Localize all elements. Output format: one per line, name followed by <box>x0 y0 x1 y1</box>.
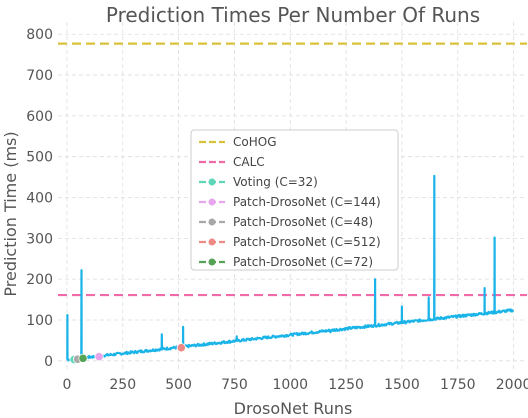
plot-area <box>58 42 527 365</box>
x-tick-label: 2000 <box>496 377 528 393</box>
legend: CoHOG CALC Voting (C=32) Patch-DrosoNet (C=… <box>190 129 399 271</box>
y-tick-label: 700 <box>26 68 53 84</box>
y-tick-label: 100 <box>26 313 53 329</box>
legend-marker <box>208 218 216 226</box>
legend-marker <box>208 258 216 266</box>
y-tick-label: 300 <box>26 231 53 247</box>
legend-label: CoHOG <box>233 135 277 149</box>
y-tick-label: 0 <box>44 354 53 370</box>
legend-label: Patch-DrosoNet (C=48) <box>233 215 373 229</box>
legend-label: Voting (C=32) <box>233 175 318 189</box>
chart-title: Prediction Times Per Number Of Runs <box>106 3 480 27</box>
legend-label: Patch-DrosoNet (C=144) <box>233 195 381 209</box>
x-tick-label: 1000 <box>272 377 308 393</box>
x-tick-label: 750 <box>221 377 248 393</box>
legend-label: CALC <box>233 155 265 169</box>
y-tick-label: 400 <box>26 191 53 207</box>
y-tick-label: 500 <box>26 150 53 166</box>
x-tick-label: 1750 <box>440 377 476 393</box>
x-tick-label: 250 <box>109 377 136 393</box>
point-marker <box>78 353 88 363</box>
x-tick-label: 0 <box>62 377 71 393</box>
legend-marker <box>208 178 216 186</box>
point-marker <box>176 343 186 353</box>
legend-label: Patch-DrosoNet (C=72) <box>233 255 373 269</box>
x-axis-label: DrosoNet Runs <box>234 399 353 418</box>
legend-label: Patch-DrosoNet (C=512) <box>233 235 381 249</box>
x-tick-label: 500 <box>165 377 192 393</box>
y-axis-label: Prediction Time (ms) <box>1 131 20 296</box>
legend-box <box>190 129 399 271</box>
y-tick-label: 800 <box>26 27 53 43</box>
x-tick-label: 1500 <box>384 377 420 393</box>
point-marker <box>94 352 104 362</box>
axis-ticks: 0 250 500 750 1000 1250 1500 1750 2000 0 100 200 300… <box>26 27 528 393</box>
y-tick-label: 200 <box>26 272 53 288</box>
y-tick-label: 600 <box>26 109 53 125</box>
legend-marker <box>208 238 216 246</box>
drosonet-line <box>66 174 515 362</box>
x-tick-label: 1250 <box>328 377 364 393</box>
legend-marker <box>208 198 216 206</box>
